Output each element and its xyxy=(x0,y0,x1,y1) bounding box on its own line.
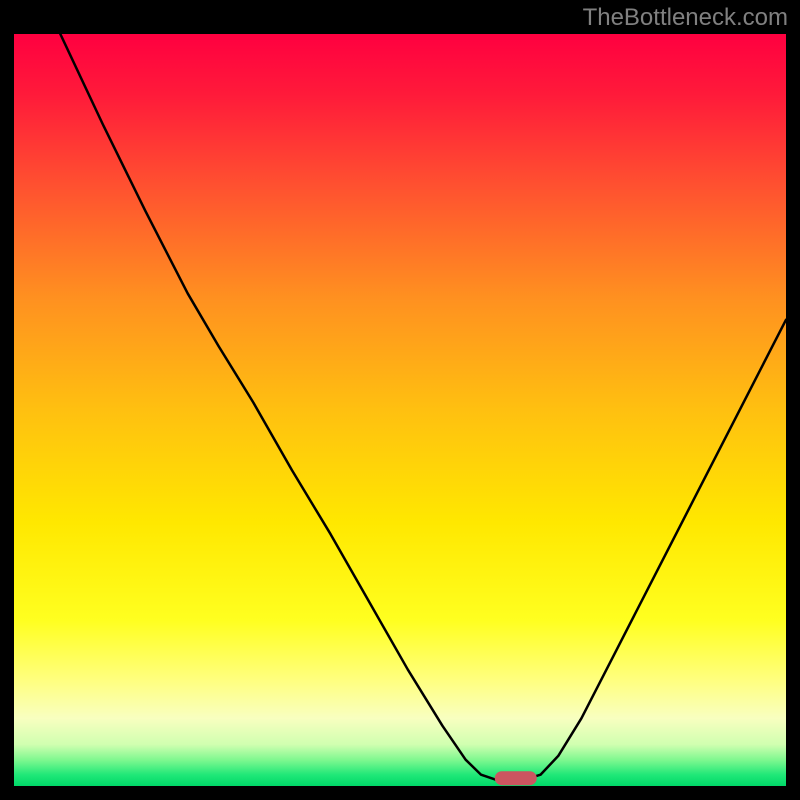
watermark-text: TheBottleneck.com xyxy=(583,4,788,32)
plot-area xyxy=(14,34,786,786)
bottleneck-curve xyxy=(14,34,786,786)
optimal-marker xyxy=(495,772,537,786)
bottleneck-chart: TheBottleneck.com xyxy=(0,0,800,800)
